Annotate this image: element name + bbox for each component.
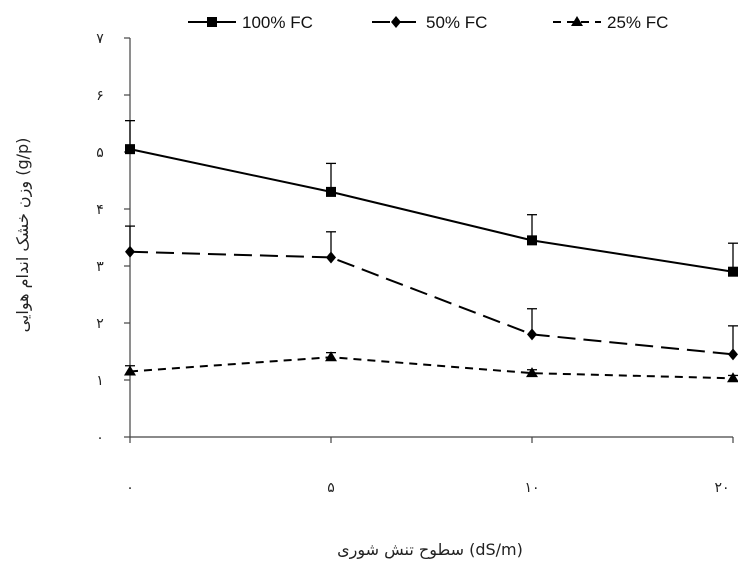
series-line [129,356,734,380]
axes [124,37,734,443]
triangle-marker [571,16,583,26]
series-100fc [125,120,738,277]
series-25fc [124,351,738,383]
square-marker [527,235,537,246]
y-tick-label: ۴ [96,202,104,218]
legend: 100% FC 50% FC 25% FC [188,13,668,32]
x-tick-label: ۲۰ [714,480,729,496]
square-marker [125,144,135,155]
y-tick-label: ۳ [96,259,104,275]
legend-label: 50% FC [426,13,487,32]
diamond-marker [527,328,537,341]
diamond-marker [125,245,135,258]
legend-item: 100% FC [188,13,313,32]
triangle-marker [325,351,337,362]
diamond-marker [326,251,336,264]
legend-item: 25% FC [553,13,668,32]
x-tick-label: ۵ [327,480,335,496]
diamond-marker [728,348,738,361]
diamond-marker [391,16,401,28]
legend-label: 25% FC [607,13,668,32]
series-50fc [125,225,738,361]
triangle-marker [727,372,738,383]
square-marker [326,186,336,197]
legend-label: 100% FC [242,13,313,32]
y-tick-label: ۶ [96,88,104,104]
y-tick-label: ۷ [96,31,104,47]
series-line [129,148,734,273]
y-axis-label: وزن خشک اندام هوایی (g/p) [13,138,33,333]
y-tick-label: ۱ [96,373,104,389]
x-tick-labels: ۰ ۵ ۱۰ ۲۰ [126,480,729,496]
square-marker [207,17,217,27]
triangle-marker [124,365,136,376]
y-tick-label: ۲ [96,316,104,332]
y-tick-labels: ۰ ۱ ۲ ۳ ۴ ۵ ۶ ۷ [96,31,104,446]
y-tick-label: ۵ [96,145,104,161]
x-tick-label: ۱۰ [524,480,539,496]
triangle-marker [526,367,538,378]
series-line [129,250,734,356]
x-tick-label: ۰ [126,480,134,496]
y-tick-label: ۰ [96,430,104,446]
legend-item: 50% FC [372,13,487,32]
x-axis-label: سطوح تنش شوری (dS/m) [337,540,523,560]
square-marker [728,266,738,277]
series-layer [124,120,738,383]
